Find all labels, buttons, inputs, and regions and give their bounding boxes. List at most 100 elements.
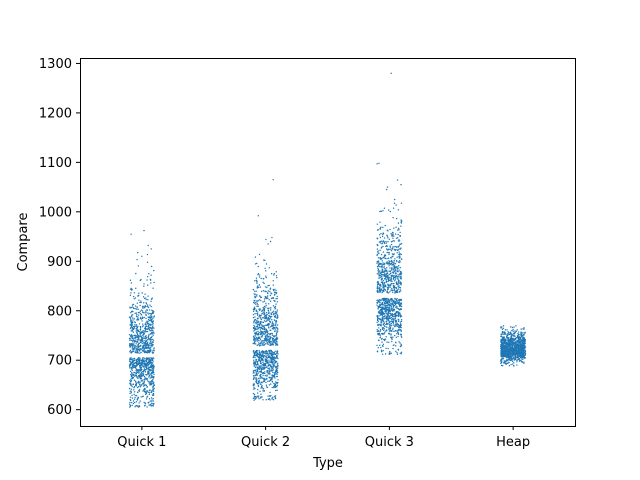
data-point xyxy=(273,291,276,294)
data-point xyxy=(152,329,154,332)
data-point xyxy=(377,268,380,271)
data-point xyxy=(511,344,514,346)
data-point xyxy=(148,351,151,354)
data-point xyxy=(391,291,394,294)
data-point xyxy=(255,277,258,279)
y-tick-label: 1300 xyxy=(39,57,72,72)
data-point xyxy=(141,379,143,382)
data-point xyxy=(502,337,504,339)
data-point xyxy=(524,341,526,343)
data-point xyxy=(397,249,399,251)
data-point xyxy=(500,343,503,346)
data-point xyxy=(388,314,390,317)
data-point xyxy=(153,357,155,359)
data-point xyxy=(141,349,144,352)
data-point xyxy=(133,346,136,349)
data-point xyxy=(269,351,271,353)
data-point xyxy=(136,306,138,308)
data-point xyxy=(276,362,279,365)
data-point xyxy=(376,350,379,352)
data-point xyxy=(144,323,146,326)
data-point xyxy=(397,318,399,320)
data-point xyxy=(253,327,255,330)
data-point xyxy=(383,322,385,325)
data-point xyxy=(399,312,401,315)
data-point xyxy=(390,302,392,305)
data-point xyxy=(264,379,266,381)
data-point xyxy=(379,228,381,230)
data-point xyxy=(268,352,271,354)
data-point xyxy=(512,342,514,344)
data-point xyxy=(391,274,393,277)
data-point xyxy=(130,315,133,318)
data-point xyxy=(380,266,383,268)
data-point xyxy=(277,379,279,381)
data-point xyxy=(384,353,387,355)
data-point xyxy=(400,329,402,332)
data-point xyxy=(397,332,400,335)
data-point xyxy=(396,281,398,283)
data-point xyxy=(270,366,272,369)
data-point xyxy=(382,315,385,318)
data-point xyxy=(387,300,390,303)
data-point xyxy=(516,329,518,331)
data-point xyxy=(265,329,268,331)
data-point xyxy=(378,241,381,243)
data-point xyxy=(501,330,504,333)
data-point xyxy=(147,327,150,329)
data-point xyxy=(145,390,147,392)
data-point xyxy=(271,370,273,372)
data-point xyxy=(379,270,381,272)
data-point xyxy=(273,335,275,338)
data-point xyxy=(269,287,272,289)
data-point xyxy=(377,287,379,289)
data-point xyxy=(256,281,258,283)
data-point xyxy=(147,366,149,368)
outlier-point xyxy=(385,188,388,191)
data-point xyxy=(153,348,155,350)
data-point xyxy=(273,324,275,327)
data-point xyxy=(398,248,400,250)
data-point xyxy=(387,277,390,280)
data-point xyxy=(133,350,135,353)
data-point xyxy=(397,311,400,314)
data-point xyxy=(271,319,273,321)
data-point xyxy=(131,404,133,407)
data-point xyxy=(258,276,261,278)
data-point xyxy=(397,283,399,285)
data-point xyxy=(152,371,155,374)
data-point xyxy=(130,282,133,284)
data-point xyxy=(275,312,277,314)
data-point xyxy=(150,366,152,368)
data-point xyxy=(254,387,256,390)
data-point xyxy=(511,353,513,355)
data-point xyxy=(385,322,388,324)
data-point xyxy=(275,354,278,357)
data-point xyxy=(506,333,509,335)
data-point xyxy=(274,383,277,386)
data-point xyxy=(379,303,381,306)
data-point xyxy=(152,382,155,385)
data-point xyxy=(139,334,142,336)
data-point xyxy=(259,390,261,393)
data-point xyxy=(264,286,267,288)
data-point xyxy=(257,300,259,302)
data-point xyxy=(263,330,266,333)
data-point xyxy=(141,337,143,339)
data-point xyxy=(144,393,147,396)
data-point xyxy=(398,301,400,303)
data-point xyxy=(257,303,259,306)
data-point xyxy=(152,398,154,400)
data-point xyxy=(270,336,272,339)
data-point xyxy=(270,344,272,346)
data-point xyxy=(383,333,385,335)
data-point xyxy=(152,331,155,333)
data-point xyxy=(256,361,259,364)
data-point xyxy=(148,389,151,392)
data-point xyxy=(272,343,274,345)
data-point xyxy=(263,308,265,310)
data-point xyxy=(397,335,399,338)
data-point xyxy=(392,306,395,308)
data-point xyxy=(516,349,519,352)
data-point xyxy=(395,290,398,292)
